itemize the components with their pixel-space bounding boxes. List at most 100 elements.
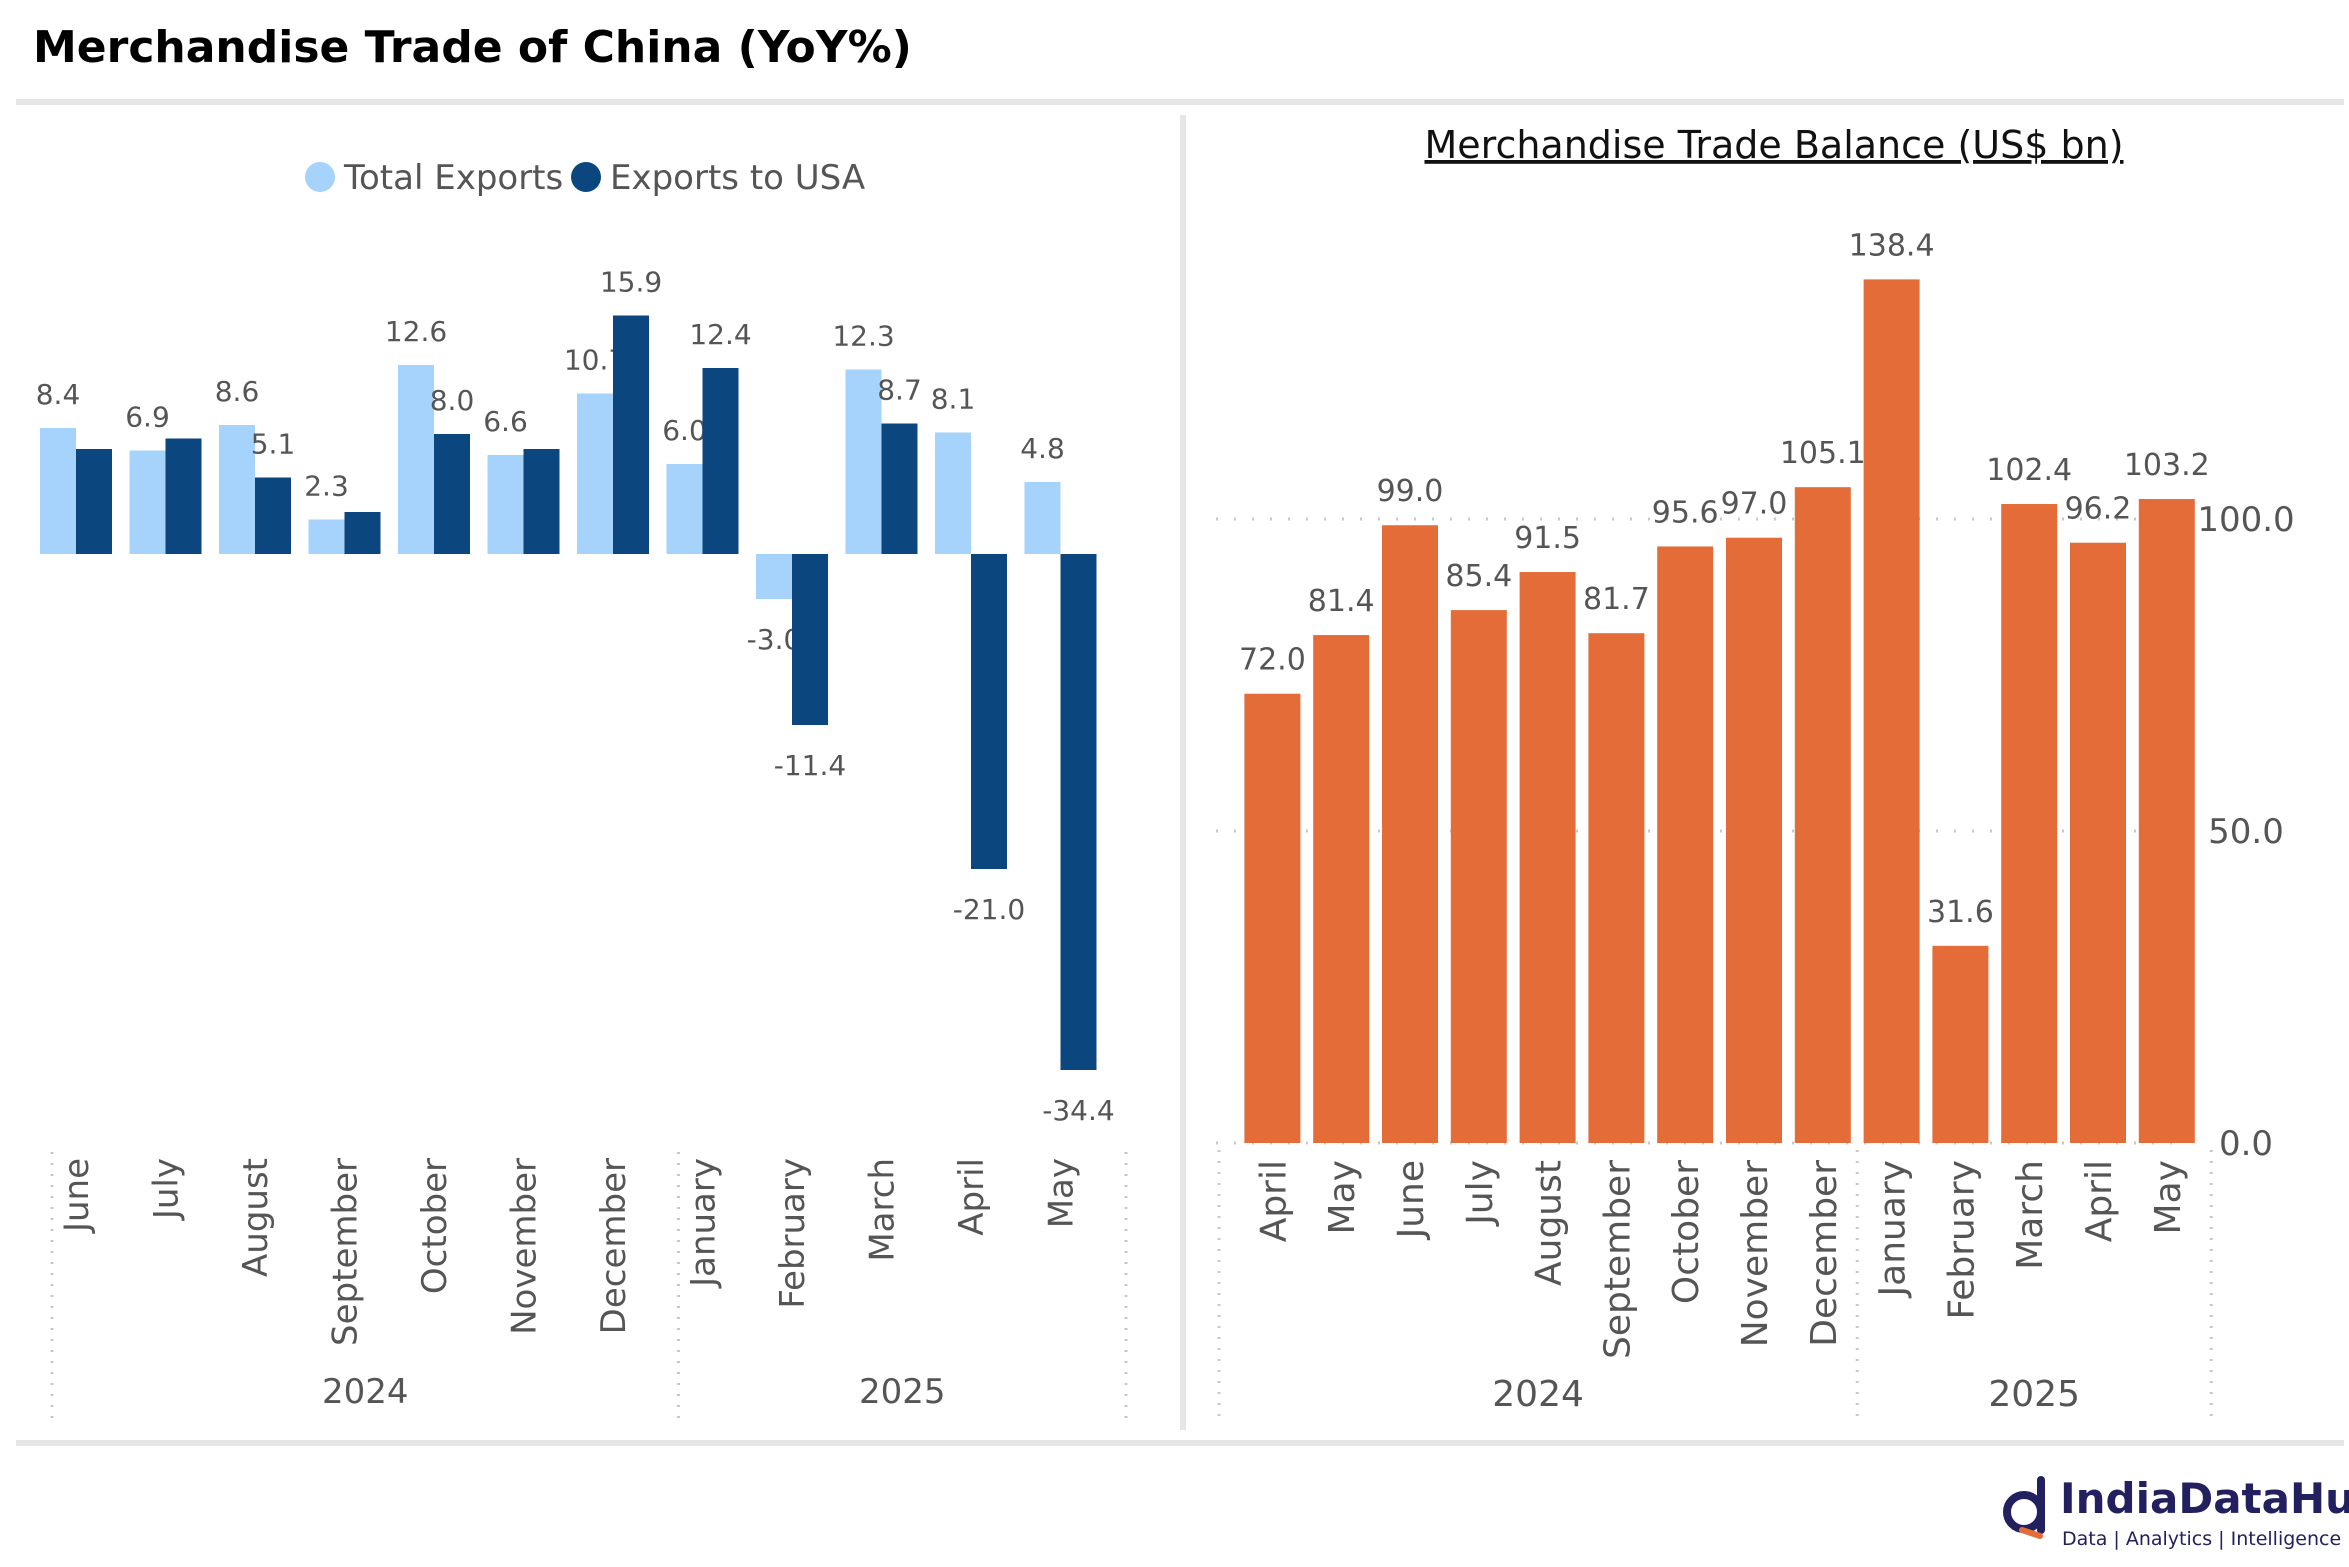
x-tick-label-december-6: December xyxy=(594,1158,634,1334)
bar-exports-to-usa-march xyxy=(881,423,918,554)
data-label-total-exports-june: 8.4 xyxy=(36,378,81,411)
bar-trade-balance-april-12 xyxy=(2070,542,2126,1143)
trade-balance-chart: Merchandise Trade Balance (US$ bn) 0.0 50.… xyxy=(1216,123,2295,1425)
bar-exports-to-usa-august xyxy=(255,477,291,554)
x-tick-label-august-2: August xyxy=(236,1158,276,1277)
x-tick-label-november-5: November xyxy=(505,1158,545,1335)
bar-trade-balance-june-2 xyxy=(1382,525,1438,1143)
data-label-september-5: 81.7 xyxy=(1583,582,1650,617)
data-label-january-9: 138.4 xyxy=(1849,228,1935,263)
data-label-total-exports-january: 6.0 xyxy=(662,414,707,447)
bar-trade-balance-february-10 xyxy=(1932,945,1989,1143)
bar-trade-balance-december-8 xyxy=(1794,487,1851,1143)
bar-trade-balance-august-4 xyxy=(1519,572,1576,1143)
legend-marker-exports-to-usa xyxy=(571,162,601,192)
bar-exports-to-usa-april xyxy=(971,554,1007,869)
chart-title: Merchandise Trade Balance (US$ bn) xyxy=(1424,123,2123,167)
y-tick-label-50-0: 50.0 xyxy=(2208,812,2284,852)
bar-total-exports-november xyxy=(487,455,524,554)
data-label-exports-to-usa-october: 8.0 xyxy=(430,384,475,417)
bar-total-exports-april xyxy=(935,432,971,554)
brand-name: IndiaDataHub xyxy=(2060,1474,2349,1523)
x-tick-label-april-12: April xyxy=(2079,1160,2120,1242)
logo-mark-icon xyxy=(2003,1476,2045,1539)
x-tick-label-may-13: May xyxy=(2148,1160,2189,1234)
legend-label-exports-to-usa: Exports to USA xyxy=(610,158,865,198)
data-label-total-exports-march: 12.3 xyxy=(832,320,894,353)
legend-marker-total-exports xyxy=(305,162,335,192)
bar-exports-to-usa-september xyxy=(344,512,381,554)
bar-exports-to-usa-october xyxy=(434,434,470,554)
x-tick-label-april-0: April xyxy=(1253,1160,1294,1242)
bar-trade-balance-may-1 xyxy=(1313,635,1370,1143)
x-tick-label-september-3: September xyxy=(326,1158,366,1346)
x-tick-label-april-10: April xyxy=(952,1158,992,1236)
legend-label-total-exports: Total Exports xyxy=(343,158,563,198)
data-label-exports-to-usa-august: 5.1 xyxy=(251,428,296,461)
bar-trade-balance-april-0 xyxy=(1244,693,1301,1143)
bar-trade-balance-october-6 xyxy=(1657,546,1714,1143)
x-tick-label-march-9: March xyxy=(863,1158,903,1262)
data-label-total-exports-september: 2.3 xyxy=(304,470,349,503)
bar-exports-to-usa-june xyxy=(76,449,112,554)
data-label-exports-to-usa-april: -21.0 xyxy=(953,893,1025,926)
x-tick-label-february-8: February xyxy=(773,1158,813,1309)
data-label-april-12: 96.2 xyxy=(2065,492,2132,527)
data-label-october-6: 95.6 xyxy=(1652,495,1719,530)
x-tick-label-february-10: February xyxy=(1941,1160,1982,1320)
x-tick-label-july-3: July xyxy=(1460,1160,1501,1227)
data-label-total-exports-october: 12.6 xyxy=(385,315,447,348)
bar-total-exports-january xyxy=(666,464,703,554)
bar-total-exports-december xyxy=(577,393,613,554)
y-tick-label-0-0: 0.0 xyxy=(2219,1124,2273,1164)
data-label-february-10: 31.6 xyxy=(1927,895,1994,930)
bar-total-exports-july xyxy=(129,450,166,554)
page-title: Merchandise Trade of China (YoY%) xyxy=(33,22,912,73)
x-tick-label-june-0: June xyxy=(57,1158,97,1234)
bar-trade-balance-july-3 xyxy=(1450,610,1507,1143)
data-label-exports-to-usa-january: 12.4 xyxy=(689,318,751,351)
data-label-july-3: 85.4 xyxy=(1445,559,1512,594)
data-label-june-2: 99.0 xyxy=(1377,474,1444,509)
bar-exports-to-usa-may xyxy=(1060,554,1097,1070)
x-tick-label-november-7: November xyxy=(1735,1160,1776,1347)
panel-divider xyxy=(1180,115,1186,1430)
x-tick-label-october-4: October xyxy=(415,1158,455,1294)
bar-total-exports-october xyxy=(398,365,434,554)
bottom-divider xyxy=(16,1440,2344,1446)
bar-trade-balance-march-11 xyxy=(2001,504,2058,1143)
data-label-exports-to-usa-december: 15.9 xyxy=(600,266,662,299)
bar-total-exports-february xyxy=(756,554,792,599)
data-label-march-11: 102.4 xyxy=(1986,453,2072,488)
year-label-2025: 2025 xyxy=(1988,1374,2080,1415)
x-tick-label-december-8: December xyxy=(1804,1160,1845,1347)
x-tick-label-october-6: October xyxy=(1666,1160,1707,1304)
y-tick-label-100-0: 100.0 xyxy=(2197,500,2294,540)
x-tick-label-august-4: August xyxy=(1529,1160,1570,1286)
bar-total-exports-may xyxy=(1024,482,1061,554)
x-tick-label-september-5: September xyxy=(1597,1160,1638,1359)
x-tick-label-may-1: May xyxy=(1322,1160,1363,1234)
x-tick-label-may-11: May xyxy=(1042,1158,1082,1228)
bar-trade-balance-january-9 xyxy=(1863,279,1920,1143)
data-label-november-7: 97.0 xyxy=(1721,487,1788,522)
year-label-2024: 2024 xyxy=(1492,1374,1584,1415)
data-label-may-1: 81.4 xyxy=(1308,584,1375,619)
bar-trade-balance-september-5 xyxy=(1588,633,1645,1143)
bar-exports-to-usa-november xyxy=(523,449,560,554)
data-label-total-exports-july: 6.9 xyxy=(125,401,170,434)
data-label-exports-to-usa-march: 8.7 xyxy=(877,374,922,407)
data-label-total-exports-may: 4.8 xyxy=(1020,432,1065,465)
brand-logo: IndiaDataHub Data | Analytics | Intellig… xyxy=(2000,1470,2349,1560)
bar-total-exports-september xyxy=(308,519,345,554)
x-tick-label-january-7: January xyxy=(684,1158,724,1289)
bar-total-exports-march xyxy=(845,369,882,554)
x-tick-label-june-2: June xyxy=(1391,1160,1432,1240)
top-divider xyxy=(16,99,2344,105)
bar-total-exports-august xyxy=(219,425,255,554)
data-label-may-13: 103.2 xyxy=(2124,448,2210,483)
brand-tagline: Data | Analytics | Intelligence xyxy=(2062,1528,2342,1550)
data-label-april-0: 72.0 xyxy=(1239,643,1306,678)
yoy-trade-chart: Total Exports Exports to USA 8.4 June 6.9 Jul… xyxy=(36,158,1128,1420)
bar-exports-to-usa-july xyxy=(165,438,202,554)
